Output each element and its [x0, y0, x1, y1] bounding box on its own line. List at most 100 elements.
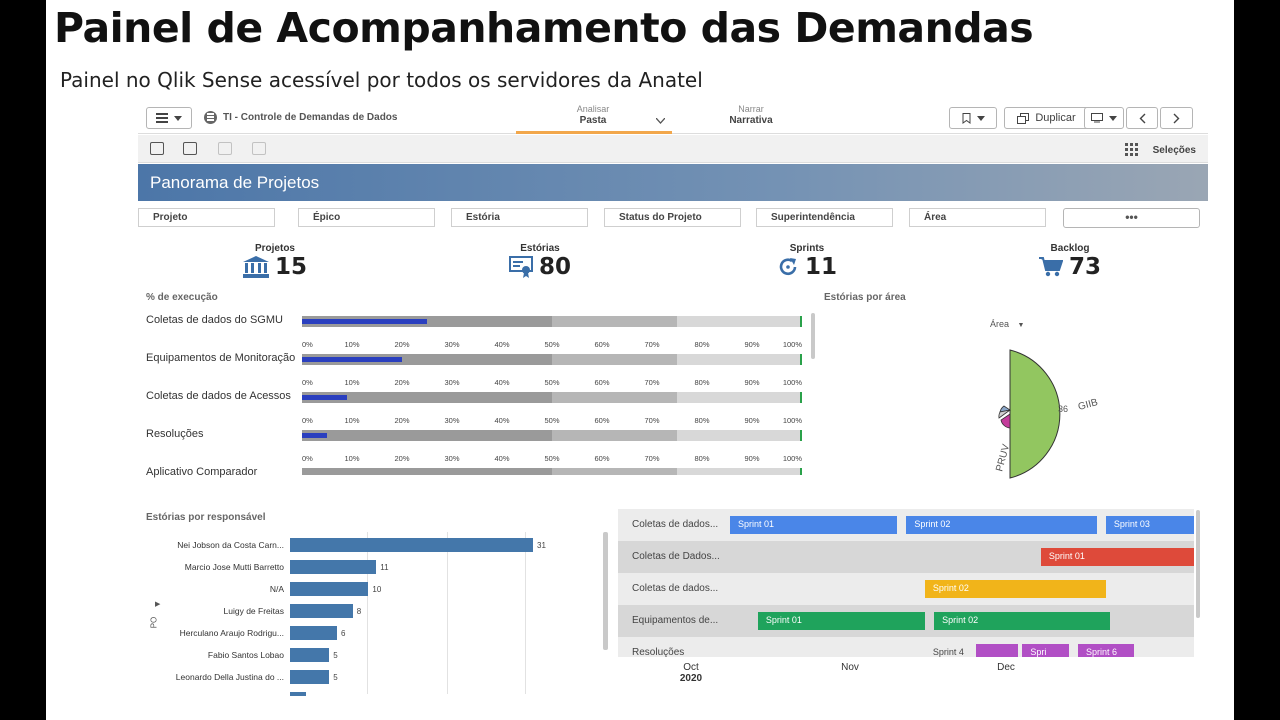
bookmark-icon	[962, 112, 970, 124]
tab-narrar[interactable]: Narrar Narrativa	[706, 104, 796, 126]
pie-area-dropdown-label: Área	[990, 319, 1010, 329]
execution-axis-tick: 50%	[544, 378, 560, 387]
gantt-bar[interactable]	[975, 644, 1018, 657]
active-tab-indicator	[516, 131, 672, 134]
responsavel-bar[interactable]	[290, 582, 369, 596]
menu-button[interactable]	[146, 107, 192, 129]
step-back-icon[interactable]	[183, 142, 197, 155]
filter-superintendencia[interactable]: Superintendência	[756, 208, 893, 227]
gantt-bar[interactable]: Spri	[1022, 644, 1069, 657]
responsavel-bar[interactable]	[290, 670, 330, 684]
execution-axis-tick: 70%	[644, 454, 660, 463]
tab-analisar-value: Pasta	[579, 115, 607, 126]
pie-label-giib: GIIB	[1077, 397, 1099, 413]
filter-estoria[interactable]: Estória	[451, 208, 588, 227]
execution-axis-tick: 90%	[744, 378, 760, 387]
refresh-icon	[779, 258, 797, 276]
pie-slice-pruv	[1000, 413, 1011, 429]
slide-subtitle: Painel no Qlik Sense acessível por todos…	[60, 68, 703, 92]
execution-axis-tick: 100%	[782, 378, 802, 387]
kpi-backlog-label: Backlog	[1050, 243, 1090, 254]
present-button[interactable]	[1084, 107, 1124, 129]
chevron-down-icon	[174, 115, 182, 121]
execution-gauge[interactable]	[302, 354, 802, 365]
chevron-down-icon: ▼	[1017, 322, 1025, 329]
tab-narrar-value: Narrativa	[729, 115, 773, 126]
gantt-row: Coletas de dados...	[618, 509, 1194, 541]
gantt-axis-year: 2020	[679, 673, 703, 684]
responsavel-value: 11	[380, 563, 389, 572]
execution-axis: 0% 10% 20% 30% 40% 50% 60% 70% 80% 90% 100%	[302, 454, 802, 464]
kpi-projetos-value: 15	[274, 254, 307, 280]
gantt-bar[interactable]: Sprint 01	[730, 516, 898, 534]
sheet-header: Panorama de Projetos	[138, 164, 1208, 201]
selections-button[interactable]: Seleções	[1152, 145, 1196, 156]
chevron-down-icon[interactable]	[656, 118, 665, 124]
gantt-bar[interactable]: Sprint 01	[1040, 548, 1194, 566]
sheet-title: Panorama de Projetos	[150, 173, 320, 192]
execution-axis-tick: 10%	[344, 416, 360, 425]
more-filters-button[interactable]: •••	[1063, 208, 1200, 228]
app-name[interactable]: TI - Controle de Demandas de Dados	[204, 111, 397, 124]
responsavel-bar[interactable]	[290, 648, 330, 662]
execution-axis-tick: 40%	[494, 454, 510, 463]
tab-analisar[interactable]: Analisar Pasta	[548, 104, 638, 126]
execution-axis-tick: 90%	[744, 340, 760, 349]
execution-gauge[interactable]	[302, 316, 802, 327]
gantt-axis-label: Oct 2020	[671, 662, 711, 684]
gantt-bar[interactable]: Sprint 01	[757, 612, 925, 630]
responsavel-value: 6	[341, 629, 346, 638]
chevron-down-icon	[1109, 115, 1117, 121]
selections-icon[interactable]	[1125, 143, 1138, 156]
responsavel-name[interactable]: Luigy de Freitas	[223, 606, 284, 616]
gantt-bar[interactable]: Sprint 4	[932, 647, 964, 657]
duplicate-label: Duplicar	[1035, 112, 1076, 124]
bookmark-button[interactable]	[949, 107, 997, 129]
responsavel-scrollbar[interactable]	[603, 532, 608, 650]
gantt-bar[interactable]: Sprint 02	[934, 612, 1111, 630]
hamburger-icon	[156, 113, 168, 123]
execution-axis-tick: 10%	[344, 378, 360, 387]
top-bar: TI - Controle de Demandas de Dados Anali…	[138, 100, 1208, 134]
pie-area-dropdown[interactable]: Área ▼	[990, 319, 1024, 329]
tab-narrar-label: Narrar	[738, 104, 764, 114]
execution-axis: 0% 10% 20% 30% 40% 50% 60% 70% 80% 90% 100%	[302, 340, 802, 350]
responsavel-name[interactable]: Fabio Santos Lobao	[207, 650, 284, 660]
previous-sheet-button[interactable]	[1126, 107, 1158, 129]
next-sheet-button[interactable]	[1160, 107, 1193, 129]
filter-epico[interactable]: Épico	[298, 208, 435, 227]
responsavel-value: 10	[372, 585, 382, 594]
kpi-backlog: Backlog 73	[1010, 243, 1130, 280]
gantt-bar[interactable]: Sprint 03	[1105, 516, 1194, 534]
gantt-bar[interactable]: Sprint 6	[1078, 644, 1134, 657]
execution-gauge[interactable]	[302, 430, 802, 441]
responsavel-bar[interactable]	[290, 560, 377, 574]
step-forward-icon[interactable]	[218, 142, 232, 155]
gantt-bar[interactable]: Sprint 02	[924, 580, 1106, 598]
responsavel-name[interactable]: N/A	[269, 584, 284, 594]
gantt-row-label: Coletas de dados...	[632, 583, 719, 594]
responsavel-name[interactable]: Leonardo Della Justina do ...	[175, 672, 284, 682]
dimension-expand-icon[interactable]: ▶	[155, 601, 161, 608]
smart-search-icon[interactable]	[150, 142, 164, 155]
execution-scrollbar[interactable]	[811, 313, 815, 359]
clear-selections-icon[interactable]	[252, 142, 266, 155]
gantt-scrollbar[interactable]	[1196, 510, 1200, 618]
filter-area[interactable]: Área	[909, 208, 1046, 227]
gantt-axis-label: Nov	[830, 662, 870, 673]
execution-gauge[interactable]	[302, 468, 802, 475]
gantt-bar[interactable]: Sprint 02	[906, 516, 1097, 534]
duplicate-button[interactable]: Duplicar	[1004, 107, 1089, 129]
responsavel-bar[interactable]	[290, 626, 338, 640]
responsavel-bar[interactable]	[290, 604, 353, 618]
filter-projeto[interactable]: Projeto	[138, 208, 275, 227]
responsavel-name[interactable]: Herculano Araujo Rodrigu...	[179, 628, 284, 638]
execution-gauge[interactable]	[302, 392, 802, 403]
filter-status-projeto[interactable]: Status do Projeto	[604, 208, 741, 227]
execution-axis-tick: 50%	[544, 340, 560, 349]
responsavel-bar[interactable]	[290, 538, 533, 552]
responsavel-name[interactable]: Nei Jobson da Costa Carn...	[177, 540, 284, 550]
execution-gauge-fill	[302, 319, 427, 324]
kpi-estorias: Estórias 80	[480, 243, 600, 280]
responsavel-name[interactable]: Marcio Jose Mutti Barretto	[184, 562, 284, 572]
